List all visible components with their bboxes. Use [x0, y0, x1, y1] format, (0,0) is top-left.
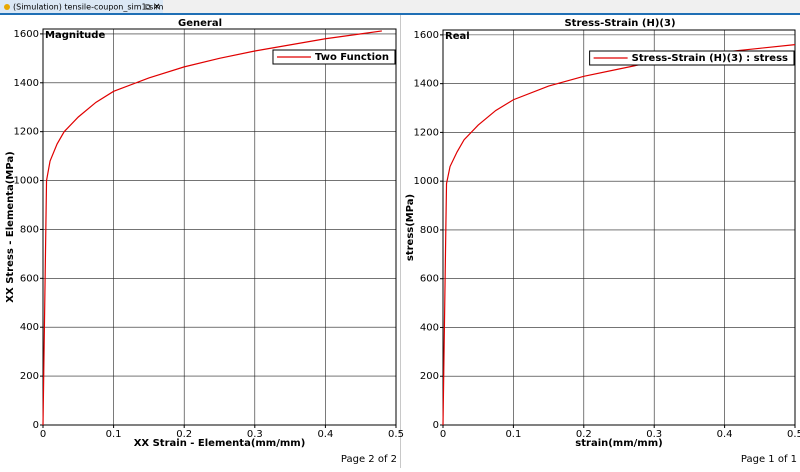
- tab[interactable]: [0, 0, 163, 14]
- y-tick-label: 600: [20, 273, 39, 284]
- legend: Two Function: [272, 49, 396, 65]
- x-tick-label: 0.4: [717, 429, 733, 440]
- legend-box: [272, 49, 396, 65]
- annotation: Real: [445, 31, 470, 42]
- y-tick-label: 1600: [14, 29, 39, 40]
- x-axis-label: XX Strain - Elementa(mm/mm): [134, 438, 306, 449]
- x-tick-label: 0.1: [106, 429, 122, 440]
- chart-title: General: [178, 18, 222, 29]
- y-tick-label: 1200: [414, 127, 439, 138]
- y-tick-label: 1000: [414, 176, 439, 187]
- x-axis-label: strain(mm/mm): [575, 438, 662, 449]
- plot-frame: [442, 29, 796, 426]
- y-tick-label: 1400: [14, 78, 39, 89]
- line: [42, 30, 382, 426]
- tab-icon: [4, 4, 10, 10]
- y-tick-label: 200: [420, 371, 439, 382]
- y-tick-label: 0: [33, 420, 39, 431]
- x-tick-label: 0: [40, 429, 46, 440]
- page-label: Page 2 of 2: [341, 454, 397, 465]
- x-tick-label: 0.1: [505, 429, 521, 440]
- y-tick-label: 1000: [14, 176, 39, 187]
- x-tick-label: 0.3: [247, 429, 263, 440]
- legend: Stress-Strain (H)(3) : stress: [589, 50, 795, 66]
- y-tick-label: 0: [433, 420, 439, 431]
- annotation: Magnitude: [45, 30, 105, 41]
- chart-title: Stress-Strain (H)(3): [564, 18, 675, 29]
- x-tick-label: 0.2: [176, 429, 192, 440]
- y-tick-label: 800: [20, 224, 39, 235]
- x-tick-label: 0.2: [576, 429, 592, 440]
- plot-frame: [42, 28, 397, 426]
- y-tick-label: 800: [420, 225, 439, 236]
- tab-pin[interactable]: ⧉: [145, 3, 151, 12]
- y-axis-label: XX Stress - Elementa(MPa): [5, 151, 16, 302]
- x-tick-label: 0.5: [787, 429, 800, 440]
- tab-bar: [0, 0, 800, 14]
- y-tick-label: 200: [20, 371, 39, 382]
- y-tick-label: 600: [420, 274, 439, 285]
- legend-label: Two Function: [315, 52, 389, 63]
- y-tick-label: 400: [20, 322, 39, 333]
- legend-label: Stress-Strain (H)(3) : stress: [632, 53, 788, 64]
- page-label: Page 1 of 1: [741, 454, 797, 465]
- y-axis-label: stress(MPa): [405, 194, 416, 261]
- x-tick-label: 0.4: [317, 429, 333, 440]
- x-tick-label: 0.3: [646, 429, 662, 440]
- y-tick-label: 400: [420, 322, 439, 333]
- y-tick-label: 1600: [414, 30, 439, 41]
- legend-box: [589, 50, 795, 66]
- y-tick-label: 1400: [414, 79, 439, 90]
- x-tick-label: 0.5: [388, 429, 404, 440]
- tab-close[interactable]: ✕: [153, 3, 161, 13]
- tab-title[interactable]: (Simulation) tensile-coupon_sim1.sim: [13, 3, 164, 12]
- y-tick-label: 1200: [14, 127, 39, 138]
- x-tick-label: 0: [440, 429, 446, 440]
